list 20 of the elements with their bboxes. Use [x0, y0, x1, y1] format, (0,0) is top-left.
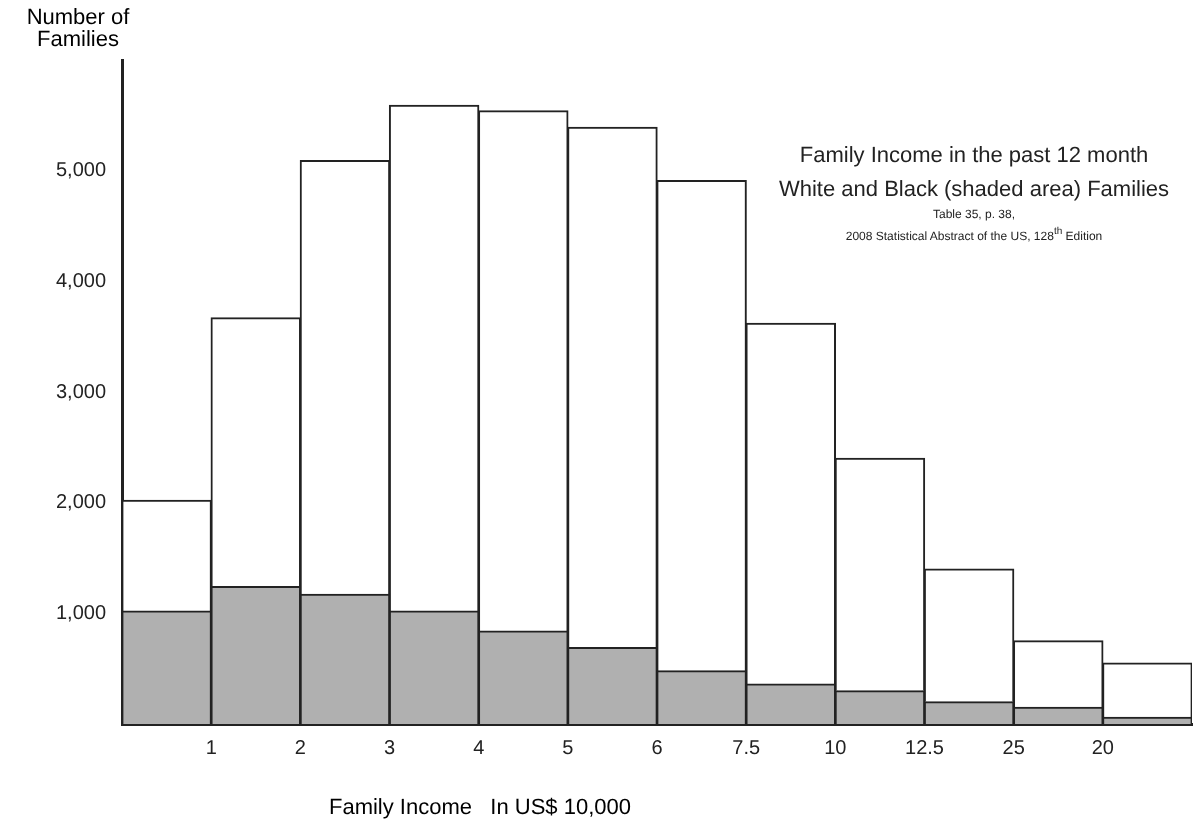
x-tick-label: 25: [1002, 737, 1026, 760]
x-tick-label: 6: [651, 737, 664, 760]
y-tick-label: 4,000: [55, 270, 107, 293]
x-tick-label: 5: [562, 737, 575, 760]
text: White and Black (shaded area) Families: [776, 176, 1172, 206]
x-tick-label: 20: [1091, 737, 1115, 760]
y-tick-label: 1,000: [55, 602, 107, 625]
x-tick-label: 10: [824, 737, 848, 760]
x-tick-label: 2: [294, 737, 307, 760]
y-tick-label: 3,000: [55, 381, 107, 404]
x-tick-label: 4: [473, 737, 486, 760]
x-tick-label: 1: [205, 737, 218, 760]
text: Family Income in the past 12 month: [797, 142, 1151, 172]
y-axis-title: Number of Families: [24, 6, 132, 52]
x-tick-label: 3: [383, 737, 396, 760]
x-tick-label: 7.5: [732, 737, 761, 760]
y-tick-label: 2,000: [55, 492, 107, 515]
x-axis-title: Family Income In US$ 10,000: [326, 796, 633, 820]
y-tick-label: 5,000: [55, 160, 107, 183]
x-tick-label: 12.5: [905, 737, 945, 760]
